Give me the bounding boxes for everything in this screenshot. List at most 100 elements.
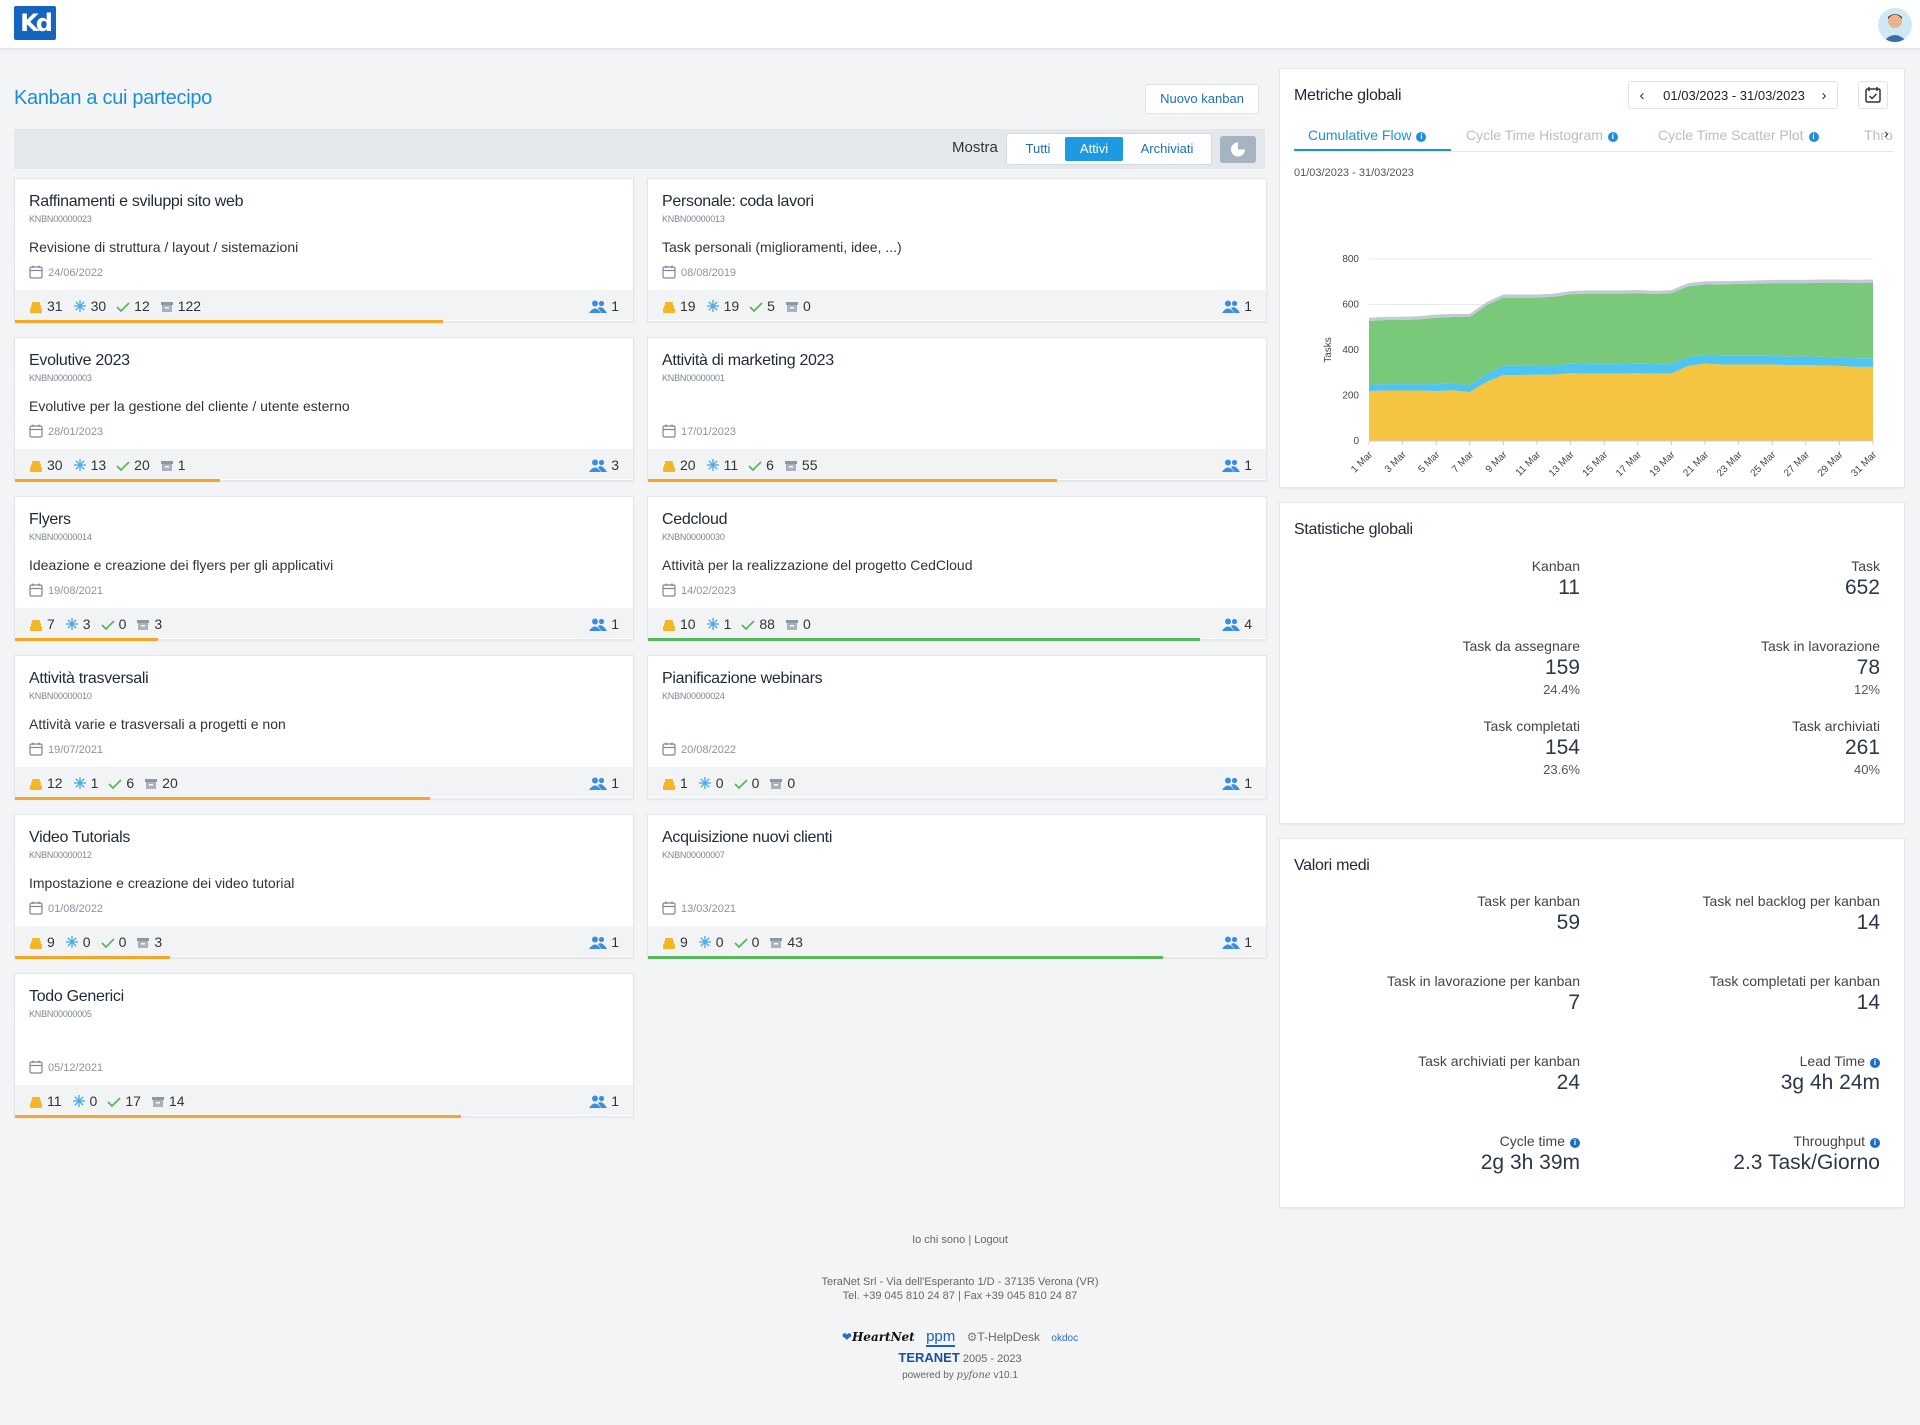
kanban-title[interactable]: Acquisizione nuovi clienti <box>662 829 833 846</box>
kanban-stats-bar: 9 0 0 3 1 <box>15 926 633 956</box>
stat-label: Task da assegnare <box>1462 638 1580 654</box>
archived-count: 0 <box>787 775 796 791</box>
new-kanban-button[interactable]: Nuovo kanban <box>1145 84 1259 114</box>
stat-label: Task <box>1851 558 1880 574</box>
app-logo[interactable]: Kd <box>14 6 56 40</box>
kanban-date: 01/08/2022 <box>29 901 103 915</box>
members-count[interactable]: 1 <box>589 934 619 950</box>
stats-toggle-button[interactable] <box>1220 136 1256 163</box>
done-count: 6 <box>126 775 135 791</box>
kanban-date: 19/08/2021 <box>29 583 103 597</box>
footer-brands: ❤HeartNet ppm ⚙T-HelpDesk okdoc <box>0 1328 1920 1347</box>
filter-active-button[interactable]: Attivi <box>1065 137 1123 161</box>
archived-count: 122 <box>177 298 202 314</box>
y-tick-label: 600 <box>1342 300 1359 311</box>
kanban-title[interactable]: Attività trasversali <box>29 670 149 687</box>
members-count[interactable]: 1 <box>589 616 619 632</box>
kanban-stats-bar: 7 3 0 3 1 <box>15 608 633 638</box>
archive-icon <box>160 298 178 314</box>
kanban-description: Task personali (miglioramenti, idee, ...… <box>662 239 902 255</box>
tab-throughput[interactable]: Thro <box>1864 127 1893 143</box>
backlog-count: 11 <box>47 1093 62 1109</box>
kanban-card[interactable]: Acquisizione nuovi clienti KNBN00000007 13… <box>647 814 1267 959</box>
members-value: 1 <box>1244 298 1252 314</box>
members-count[interactable]: 1 <box>589 775 619 791</box>
x-tick-label: 3 Mar <box>1383 449 1409 475</box>
info-icon: i <box>1870 1138 1880 1148</box>
x-tick-label: 27 Mar <box>1782 449 1812 479</box>
members-count[interactable]: 4 <box>1222 616 1252 632</box>
brand-heartnet: HeartNet <box>851 1330 915 1344</box>
kanban-progress-bar <box>15 956 170 959</box>
kanban-title[interactable]: Personale: coda lavori <box>662 193 814 210</box>
archive-icon <box>784 457 802 473</box>
kanban-title[interactable]: Evolutive 2023 <box>29 352 130 369</box>
kanban-date: 13/03/2021 <box>662 901 736 915</box>
kanban-card[interactable]: Personale: coda lavori KNBN00000013 Task p… <box>647 178 1267 322</box>
tab-cumulative-flow[interactable]: Cumulative Flow i <box>1308 127 1427 143</box>
chevron-left-icon[interactable]: ‹ <box>1639 87 1645 104</box>
calendar-icon <box>29 742 48 756</box>
averages-title: Valori medi <box>1294 857 1370 874</box>
footer-links[interactable]: Io chi sono | Logout <box>912 1234 1008 1246</box>
stack-icon <box>29 1093 47 1109</box>
kanban-card[interactable]: Flyers KNBN00000014 Ideazione e creazione … <box>14 496 634 641</box>
kanban-card[interactable]: Attività trasversali KNBN00000010 Attività… <box>14 655 634 800</box>
backlog-stat: 9 <box>662 934 688 950</box>
members-count[interactable]: 1 <box>1222 457 1252 473</box>
wip-count: 0 <box>82 934 91 950</box>
backlog-count: 20 <box>680 457 696 473</box>
users-icon <box>1222 298 1244 314</box>
calendar-icon <box>662 742 681 756</box>
kanban-title[interactable]: Video Tutorials <box>29 829 131 846</box>
members-count[interactable]: 3 <box>589 457 619 473</box>
kanban-description: Attività per la realizzazione del proget… <box>662 557 973 573</box>
kanban-title[interactable]: Cedcloud <box>662 511 728 528</box>
stack-icon <box>662 775 680 791</box>
footer-contacts: Tel. +39 045 810 24 87 | Fax +39 045 810… <box>842 1290 1078 1302</box>
stat-label: Task archiviati <box>1792 718 1880 734</box>
calendar-button[interactable] <box>1858 81 1888 109</box>
kanban-card[interactable]: Todo Generici KNBN00000005 05/12/2021 11 0 17… <box>14 973 634 1118</box>
global-stats-title: Statistiche globali <box>1294 521 1413 538</box>
kanban-title[interactable]: Flyers <box>29 511 71 528</box>
backlog-count: 10 <box>680 616 696 632</box>
wip-count: 1 <box>90 775 99 791</box>
chevron-right-icon[interactable]: › <box>1821 87 1827 104</box>
archived-count: 43 <box>787 934 803 950</box>
tabs-scroll-right-icon[interactable]: › <box>1884 125 1889 141</box>
check-icon <box>116 457 134 473</box>
members-count[interactable]: 1 <box>589 298 619 314</box>
done-count: 0 <box>751 934 760 950</box>
kanban-title[interactable]: Raffinamenti e sviluppi sito web <box>29 193 244 210</box>
date-range-label[interactable]: 01/03/2023 - 31/03/2023 <box>1663 88 1805 103</box>
kanban-title[interactable]: Pianificazione webinars <box>662 670 823 687</box>
members-count[interactable]: 1 <box>589 1093 619 1109</box>
snowflake-icon <box>706 457 724 473</box>
members-count[interactable]: 1 <box>1222 298 1252 314</box>
filter-archived-button[interactable]: Archiviati <box>1140 141 1194 156</box>
kanban-title[interactable]: Attività di marketing 2023 <box>662 352 834 369</box>
kanban-card[interactable]: Cedcloud KNBN00000030 Attività per la real… <box>647 496 1267 641</box>
backlog-stat: 31 <box>29 298 63 314</box>
archived-stat: 122 <box>160 298 201 314</box>
kanban-card[interactable]: Attività di marketing 2023 KNBN00000001 17… <box>647 337 1267 482</box>
stat-value: 11 <box>1558 576 1580 599</box>
kanban-date: 05/12/2021 <box>29 1060 103 1074</box>
filter-all-button[interactable]: Tutti <box>1025 141 1051 156</box>
page-title: Kanban a cui partecipo <box>14 87 212 109</box>
kanban-card[interactable]: Pianificazione webinars KNBN00000024 20/08… <box>647 655 1267 799</box>
kanban-card[interactable]: Raffinamenti e sviluppi sito web KNBN0000… <box>14 178 634 323</box>
kanban-card[interactable]: Evolutive 2023 KNBN00000003 Evolutive per … <box>14 337 634 482</box>
tab-cycle-time-histogram[interactable]: Cycle Time Histogram i <box>1466 127 1618 143</box>
members-value: 1 <box>611 775 619 791</box>
kanban-date-value: 24/06/2022 <box>48 267 104 279</box>
calendar-icon <box>662 901 681 915</box>
members-count[interactable]: 1 <box>1222 934 1252 950</box>
kanban-title[interactable]: Todo Generici <box>29 988 124 1005</box>
kanban-card[interactable]: Video Tutorials KNBN00000012 Impostazione … <box>14 814 634 959</box>
user-avatar[interactable] <box>1878 8 1912 42</box>
members-count[interactable]: 1 <box>1222 775 1252 791</box>
x-tick-label: 13 Mar <box>1547 449 1577 479</box>
tab-cycle-time-scatter[interactable]: Cycle Time Scatter Plot i <box>1658 127 1819 143</box>
